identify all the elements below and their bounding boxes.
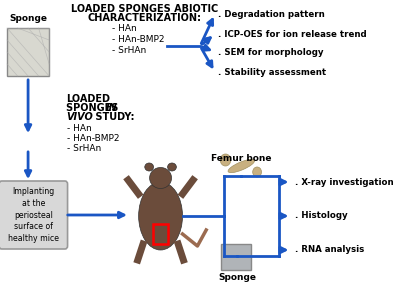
Text: - HAn: - HAn	[112, 24, 137, 33]
Text: - HAn-BMP2: - HAn-BMP2	[112, 35, 165, 44]
Ellipse shape	[253, 167, 262, 177]
Ellipse shape	[220, 154, 231, 166]
Ellipse shape	[150, 168, 172, 188]
Text: - HAn-BMP2: - HAn-BMP2	[67, 134, 119, 143]
Text: IN: IN	[106, 103, 118, 113]
FancyBboxPatch shape	[0, 181, 68, 249]
Text: . SEM for morphology: . SEM for morphology	[218, 48, 324, 56]
Ellipse shape	[168, 163, 176, 171]
Text: . Stability assessment: . Stability assessment	[218, 68, 327, 76]
Text: VIVO: VIVO	[66, 112, 92, 122]
Text: . Degradation pattern: . Degradation pattern	[218, 9, 325, 19]
Text: . ICP-OES for ion release trend: . ICP-OES for ion release trend	[218, 29, 367, 39]
Text: . RNA analysis: . RNA analysis	[295, 245, 364, 255]
Text: Implanting
at the
periosteal
surface of
healthy mice: Implanting at the periosteal surface of …	[8, 187, 59, 243]
Text: CHARACTERIZATION:: CHARACTERIZATION:	[88, 13, 202, 23]
Text: LOADED SPONGES ABIOTIC: LOADED SPONGES ABIOTIC	[71, 4, 218, 14]
Text: Sponge: Sponge	[218, 273, 256, 282]
Text: . X-ray investigation: . X-ray investigation	[295, 178, 394, 186]
FancyBboxPatch shape	[7, 28, 49, 76]
Text: . Histology: . Histology	[295, 211, 348, 220]
Text: STUDY:: STUDY:	[92, 112, 135, 122]
Text: SPONGES: SPONGES	[66, 103, 122, 113]
Text: Sponge: Sponge	[9, 14, 47, 23]
Text: - SrHAn: - SrHAn	[67, 144, 101, 153]
Ellipse shape	[228, 159, 254, 173]
Ellipse shape	[139, 182, 182, 250]
Text: LOADED: LOADED	[66, 94, 110, 104]
Text: Femur bone: Femur bone	[211, 154, 272, 163]
Text: - HAn: - HAn	[67, 124, 92, 133]
FancyBboxPatch shape	[221, 244, 251, 270]
Text: - SrHAn: - SrHAn	[112, 46, 146, 55]
Ellipse shape	[145, 163, 154, 171]
